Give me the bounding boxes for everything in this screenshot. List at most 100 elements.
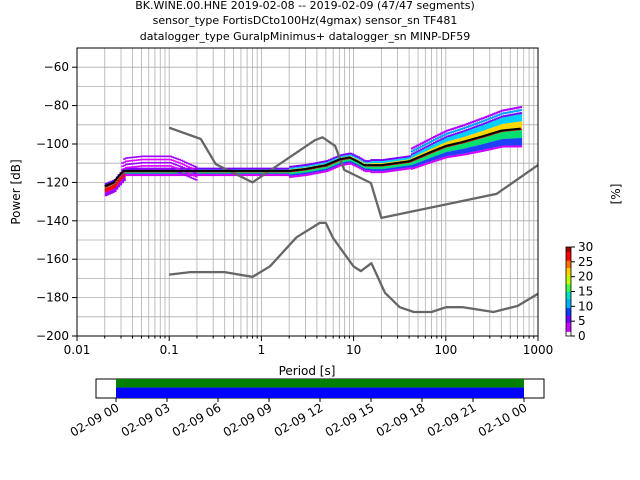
density-cell [510, 145, 513, 148]
density-cell [134, 156, 137, 158]
density-cell [351, 153, 355, 156]
colorbar-tick-label: 10 [578, 299, 593, 313]
density-cell [434, 141, 438, 144]
timeline-tick-label: 02-09 18 [374, 400, 428, 439]
density-cell [189, 176, 193, 179]
density-cell [362, 167, 366, 170]
density-cell [510, 113, 513, 116]
density-cell [335, 161, 338, 163]
density-cell [248, 173, 252, 175]
density-cell [132, 162, 135, 165]
density-cell [469, 134, 473, 140]
density-cell [471, 126, 475, 129]
density-cell [139, 165, 143, 167]
density-cell [298, 164, 301, 167]
density-cell [438, 145, 442, 149]
density-cell [180, 167, 183, 170]
density-cell [329, 163, 333, 165]
density-cell [519, 112, 523, 115]
density-cell [484, 119, 488, 122]
density-cell [372, 159, 375, 162]
density-cell [128, 163, 132, 165]
density-cell [134, 172, 137, 174]
density-cell [350, 161, 353, 163]
density-cell [185, 175, 189, 177]
density-cell [447, 155, 451, 158]
density-cell [147, 174, 150, 177]
timeline-tick-label: 02-10 00 [476, 400, 530, 439]
density-cell [195, 167, 198, 170]
density-cell [381, 171, 384, 174]
density-cell [331, 164, 335, 167]
density-cell [136, 167, 139, 170]
density-cell [466, 125, 469, 128]
density-cell [141, 173, 145, 175]
density-cell [442, 147, 445, 149]
density-cell [272, 172, 276, 174]
density-cell [416, 147, 419, 150]
density-cell [189, 163, 193, 166]
density-cell [104, 183, 108, 186]
density-cell [329, 160, 333, 162]
density-cell [447, 135, 451, 138]
density-cell [508, 123, 512, 130]
density-cell [388, 158, 392, 161]
density-cell [475, 127, 478, 133]
density-cell [219, 167, 222, 170]
density-cell [370, 161, 373, 164]
density-cell [394, 169, 397, 172]
density-cell [497, 146, 501, 149]
density-cell [145, 172, 148, 174]
density-cell [161, 165, 165, 167]
density-cell [421, 155, 425, 158]
density-cell [447, 151, 451, 156]
colorbar-tick-label: 25 [578, 255, 593, 269]
density-cell [499, 110, 502, 113]
density-cell [466, 147, 469, 153]
density-cell [338, 154, 342, 157]
density-cell [152, 155, 156, 158]
density-cell [123, 158, 126, 160]
density-cell [409, 165, 412, 168]
density-cell [488, 148, 491, 151]
density-cell [125, 167, 128, 170]
density-cell [359, 159, 362, 161]
density-cell [453, 145, 456, 151]
density-cell [161, 155, 165, 158]
density-cell [379, 161, 383, 164]
density-cell [477, 150, 480, 153]
density-cell [484, 124, 488, 130]
density-cell [327, 161, 331, 163]
timeline-tick-label: 02-09 21 [425, 400, 479, 439]
density-cell [497, 140, 501, 147]
density-cell [136, 156, 139, 158]
density-cell [453, 133, 456, 136]
density-cell [471, 140, 475, 147]
density-cell [493, 112, 497, 115]
density-cell [510, 110, 513, 113]
density-cell [479, 126, 482, 132]
density-cell [514, 145, 517, 148]
density-cell [257, 174, 261, 177]
density-cell [154, 155, 158, 158]
density-cell [174, 172, 178, 174]
density-cell [316, 161, 320, 164]
density-cell [141, 155, 145, 158]
density-cell [484, 137, 488, 144]
density-cell [326, 162, 329, 164]
density-cell [445, 147, 449, 153]
density-cell [184, 167, 187, 170]
density-cell [420, 150, 423, 154]
density-cell [423, 160, 427, 164]
density-cell [217, 172, 220, 174]
density-cell [362, 161, 366, 163]
density-cell [447, 132, 451, 135]
density-cell [172, 160, 176, 162]
density-cell [455, 150, 458, 155]
density-cell [169, 161, 172, 164]
density-cell [180, 162, 183, 165]
density-cell [189, 167, 193, 170]
density-cell [213, 172, 217, 174]
density-cell [112, 185, 115, 190]
